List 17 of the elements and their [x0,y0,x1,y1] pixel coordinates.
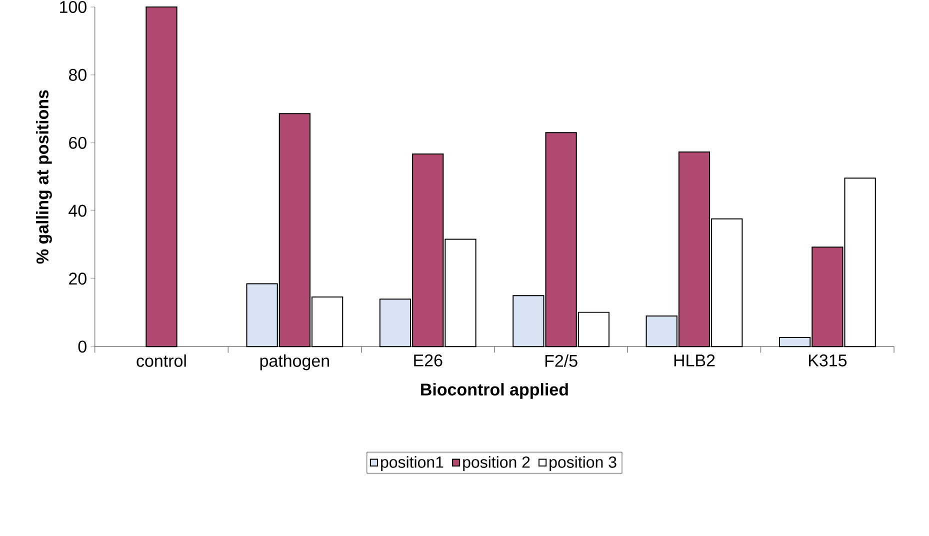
y-tick-label: 0 [78,340,86,352]
y-tick-label: 20 [69,272,86,285]
x-tick-label: K315 [809,354,847,366]
y-tick-label: 40 [68,204,86,217]
legend-label: position 3 [550,456,616,471]
x-tick-label: E26 [414,354,442,366]
x-axis-title: Biocontrol applied [421,382,568,399]
y-axis-title: % galling at positions [36,90,52,264]
y-tick-label: 100 [60,0,86,13]
y-tick-label: 60 [69,136,86,149]
x-tick-label: HLB2 [674,354,715,366]
x-tick-label: control [136,354,186,367]
x-tick-label: F2/5 [545,354,578,367]
legend-label: position1 [381,456,444,471]
x-tick-label: pathogen [260,354,329,370]
y-tick-label: 80 [68,68,86,81]
legend-label: position 2 [463,456,530,471]
